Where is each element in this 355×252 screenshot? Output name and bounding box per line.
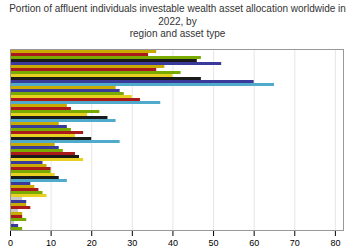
svg-text:60: 60	[249, 237, 259, 247]
svg-text:30: 30	[127, 237, 137, 247]
svg-text:50: 50	[209, 237, 219, 247]
svg-text:10: 10	[46, 237, 56, 247]
html-text:Portion of affluent individual: Portion of affluent individuals investab…	[9, 3, 346, 39]
svg-text:80: 80	[330, 237, 340, 247]
svg-text:0: 0	[8, 237, 13, 247]
svg-text:40: 40	[168, 237, 178, 247]
svg-text:70: 70	[290, 237, 300, 247]
svg-text:20: 20	[87, 237, 97, 247]
